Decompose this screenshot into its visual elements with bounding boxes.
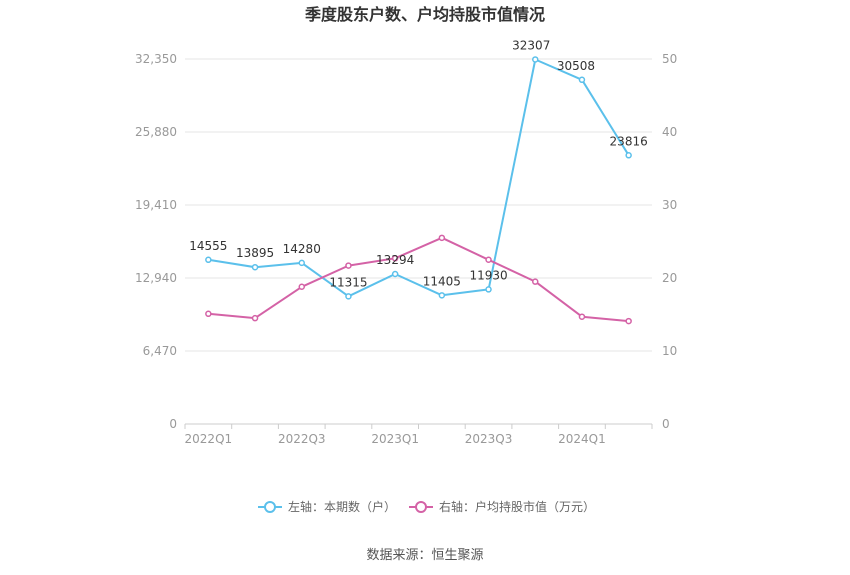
data-point — [205, 256, 212, 264]
data-point — [345, 262, 352, 269]
legend-item-right-series[interactable]: 右轴：户均持股市值（万元） — [409, 499, 595, 514]
series-layer — [205, 56, 632, 325]
x-tick-label: 2023Q1 — [371, 432, 419, 446]
left-y-tick-label: 25,880 — [135, 125, 177, 139]
legend-label-right-series: 右轴：户均持股市值（万元） — [439, 499, 595, 514]
data-point — [251, 263, 259, 271]
data-label: 30508 — [557, 59, 595, 73]
left-y-tick-label: 12,940 — [135, 271, 177, 285]
right-y-tick-label: 0 — [662, 417, 670, 431]
series-line-right — [208, 236, 629, 323]
data-label: 11405 — [423, 274, 461, 288]
data-label: 23816 — [610, 134, 648, 148]
x-tick-label: 2024Q1 — [558, 432, 606, 446]
right-y-tick-label: 40 — [662, 125, 677, 139]
right-y-tick-label: 20 — [662, 271, 677, 285]
data-label: 13294 — [376, 253, 414, 267]
left-y-tick-label: 0 — [169, 417, 177, 431]
series-line-left — [208, 58, 630, 298]
x-tick-label: 2023Q3 — [465, 432, 513, 446]
legend-label-left-series: 左轴：本期数（户） — [288, 499, 396, 514]
right-y-tick-label: 10 — [662, 344, 677, 358]
data-point — [485, 286, 492, 293]
data-label: 13895 — [236, 246, 274, 260]
grid-layer — [185, 58, 652, 425]
data-label-layer: 14555 13895 14280 11315 13294 11405 11930 32307… — [189, 38, 647, 289]
axis-layer: 0 0 6,470 10 12,940 20 19,410 30 25,880 40 32,350 5… — [135, 52, 677, 446]
right-y-tick-label: 30 — [662, 198, 677, 212]
data-point — [578, 313, 586, 320]
left-y-tick-label: 32,350 — [135, 52, 177, 66]
legend: 左轴：本期数（户） 右轴：户均持股市值（万元） — [258, 499, 595, 514]
data-point — [532, 278, 539, 285]
data-label: 14555 — [189, 239, 227, 253]
data-point — [391, 255, 399, 262]
legend-swatch-marker — [264, 501, 276, 513]
data-label: 14280 — [283, 242, 321, 256]
data-point — [485, 256, 492, 263]
x-tick-label: 2022Q3 — [278, 432, 326, 446]
data-point — [578, 76, 586, 84]
data-point — [625, 152, 632, 159]
data-point — [625, 317, 632, 325]
data-point — [438, 292, 446, 299]
data-point — [345, 293, 352, 300]
legend-swatch-marker — [415, 501, 427, 513]
data-point — [298, 283, 305, 291]
data-point — [205, 310, 212, 318]
data-label: 11315 — [329, 275, 367, 289]
right-y-tick-label: 50 — [662, 52, 677, 66]
source-note: 数据来源：恒生聚源 — [366, 548, 483, 563]
chart-title: 季度股东户数、户均持股市值情况 — [304, 5, 545, 24]
data-point — [251, 314, 259, 322]
data-point — [298, 259, 305, 267]
data-point — [532, 56, 539, 63]
left-y-tick-label: 6,470 — [143, 344, 177, 358]
data-label: 32307 — [512, 38, 550, 52]
x-tick-label: 2022Q1 — [185, 432, 233, 446]
data-point — [438, 234, 446, 242]
data-point — [391, 270, 399, 278]
legend-item-left-series[interactable]: 左轴：本期数（户） — [258, 499, 396, 514]
data-label: 11930 — [469, 268, 507, 282]
left-y-tick-label: 19,410 — [135, 198, 177, 212]
